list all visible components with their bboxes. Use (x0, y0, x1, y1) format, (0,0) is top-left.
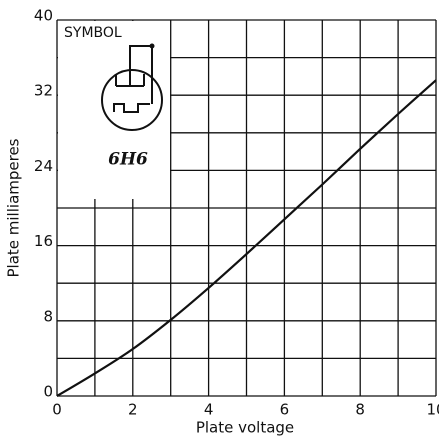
y-tick-label: 16 (34, 232, 53, 250)
grid (56, 19, 437, 397)
x-tick-label: 2 (128, 401, 138, 419)
x-tick-label: 10 (426, 401, 439, 419)
y-tick-label: 0 (43, 383, 53, 401)
y-tick-label: 40 (34, 7, 53, 25)
y-tick-label: 8 (43, 307, 53, 325)
annotation: 6H6 (108, 150, 148, 170)
x-tick-label: 4 (204, 401, 214, 419)
curve (56, 79, 437, 397)
x-axis-label: Plate voltage (196, 419, 294, 437)
tube-symbol (101, 43, 163, 131)
y-axis-label: Plate milliamperes (5, 138, 23, 277)
y-tick-label: 32 (34, 82, 53, 100)
x-tick-label: 6 (280, 401, 290, 419)
x-tick-label: 8 (355, 401, 365, 419)
y-tick-label: 24 (34, 157, 53, 175)
annotation: SYMBOL (64, 25, 122, 41)
x-tick-label: 0 (52, 401, 62, 419)
